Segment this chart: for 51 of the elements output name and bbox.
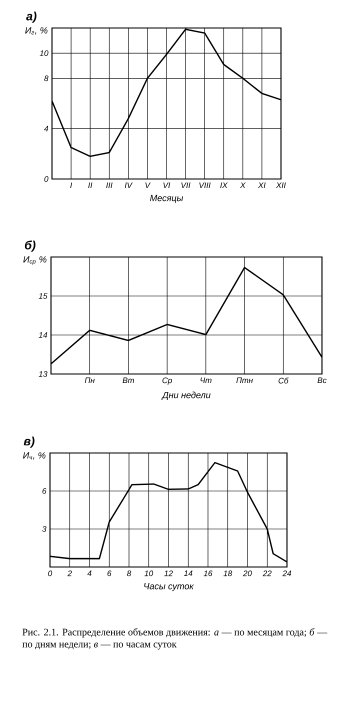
x-tick-label: 8 (126, 570, 132, 576)
x-tick-label: Чт (200, 378, 212, 384)
x-tick-label: III (106, 182, 112, 188)
chart-title: в) (24, 436, 34, 448)
x-tick-label: I (70, 182, 72, 188)
y-tick-label: 4 (44, 126, 48, 132)
y-tick-label: 3 (42, 526, 46, 532)
x-axis-title: Дни недели (161, 392, 211, 400)
x-tick-label: 0 (48, 570, 52, 576)
x-tick-label: 24 (282, 570, 292, 576)
x-tick-label: VII (181, 182, 190, 188)
x-tick-label: VI (163, 182, 170, 188)
x-tick-label: 4 (87, 570, 92, 576)
x-tick-label: Вт (122, 378, 134, 384)
y-tick-label: 15 (38, 293, 48, 299)
x-tick-label: IX (220, 182, 228, 188)
x-tick-label: 14 (184, 570, 192, 576)
x-tick-label: II (88, 182, 92, 188)
y-tick-label: 14 (38, 332, 48, 338)
x-tick-label: 6 (107, 570, 112, 576)
x-tick-label: 10 (144, 570, 154, 576)
x-tick-label: VIII (199, 182, 211, 188)
x-tick-label: 12 (164, 570, 173, 576)
x-tick-label: Сб (278, 378, 289, 384)
x-tick-label: IV (124, 182, 133, 188)
x-axis-title: Часы суток (144, 583, 194, 592)
x-axis-title: Месяцы (150, 194, 184, 203)
x-tick-label: 22 (262, 570, 272, 576)
x-tick-label: X (240, 182, 246, 188)
x-tick-label: 16 (204, 570, 212, 576)
x-tick-label: 20 (242, 570, 252, 576)
x-tick-label: V (145, 182, 151, 188)
x-tick-label: Ср (162, 378, 172, 385)
chart-title: а) (26, 12, 36, 23)
y-tick-label: 0 (44, 176, 48, 182)
chart-title: б) (24, 240, 36, 252)
y-tick-label: 6 (42, 488, 46, 494)
x-tick-label: Пн (84, 378, 95, 384)
y-tick-label: 8 (44, 76, 48, 82)
y-axis-title: И$_{г}$, % (25, 27, 48, 35)
x-tick-label: Птн (236, 378, 253, 384)
y-tick-label: 13 (38, 371, 48, 377)
y-tick-label: 10 (40, 50, 48, 56)
x-tick-label: Вс (318, 378, 327, 384)
x-tick-label: 18 (223, 570, 232, 576)
x-tick-label: XI (258, 182, 266, 188)
y-axis-title: И$_{ср}$ % (23, 256, 46, 265)
x-tick-label: XII (276, 182, 286, 188)
text: Рис. 2.1. Распределение объемов движения: а — по месяцам года; б — по дням недели; в — по часам суток (22, 628, 328, 650)
y-axis-title: И$_{ч}$, % (23, 452, 46, 460)
x-tick-label: 2 (67, 570, 72, 576)
